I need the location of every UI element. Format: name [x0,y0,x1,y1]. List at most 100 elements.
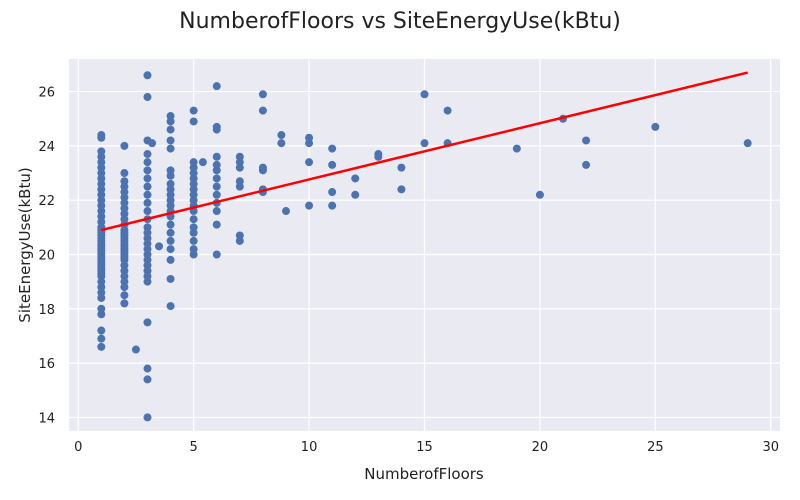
data-point [305,139,314,148]
x-tick-label: 5 [190,440,198,455]
data-point [143,190,152,199]
y-tick-label: 22 [38,194,55,209]
y-axis-label: SiteEnergyUse(kBtu) [16,167,34,322]
data-point [189,228,198,237]
data-point [189,106,198,115]
data-point [120,291,129,300]
data-point [582,160,591,169]
data-point [258,166,267,175]
data-point [143,182,152,191]
data-point [328,160,337,169]
data-point [143,198,152,207]
y-tick-label: 14 [38,411,55,426]
y-tick-label: 26 [38,86,55,101]
x-tick-labels: 0 5 10 15 20 25 30 [74,440,779,455]
data-point [305,158,314,167]
data-point [351,174,360,183]
data-point [212,125,221,134]
data-point [166,220,175,229]
data-point [189,236,198,245]
y-tick-label: 16 [38,357,55,372]
data-point [143,71,152,80]
data-point [143,158,152,167]
data-point [166,144,175,153]
trend-line [101,71,748,232]
data-point [97,334,106,343]
data-point [120,169,129,178]
data-point [212,166,221,175]
data-point [97,310,106,319]
x-tick-label: 30 [762,440,779,455]
data-point [143,93,152,102]
data-point [143,413,152,422]
data-point [148,139,157,148]
data-point [212,220,221,229]
data-point [258,90,267,99]
data-point [166,136,175,145]
data-point [328,144,337,153]
data-point [212,207,221,216]
x-tick-label: 25 [647,440,664,455]
data-point [212,152,221,161]
data-point [212,250,221,259]
data-point [235,236,244,245]
data-point [143,318,152,327]
data-point [143,174,152,183]
data-point [235,182,244,191]
chart-title: NumberofFloors vs SiteEnergyUse(kBtu) [179,9,621,34]
data-point [131,345,140,354]
data-point [143,277,152,286]
data-point [120,283,129,292]
x-tick-label: 15 [416,440,433,455]
data-point [189,215,198,224]
data-point [420,139,429,148]
data-point [198,158,207,167]
trend-line-path [101,71,748,232]
data-point [277,139,286,148]
data-point [443,106,452,115]
y-tick-labels: 14 16 18 20 22 24 26 [38,86,55,427]
data-point [143,364,152,373]
data-points [97,71,752,422]
data-point [512,144,521,153]
data-point [120,141,129,150]
data-point [97,326,106,335]
data-point [743,139,752,148]
data-point [143,375,152,384]
data-point [212,174,221,183]
data-point [166,255,175,264]
data-point [166,117,175,126]
x-tick-label: 10 [301,440,318,455]
data-point [305,201,314,210]
data-point [328,201,337,210]
data-point [535,190,544,199]
data-point [166,245,175,254]
data-point [328,188,337,197]
data-point [374,152,383,161]
x-tick-label: 0 [74,440,82,455]
x-tick-label: 20 [532,440,549,455]
y-tick-label: 18 [38,303,55,318]
data-point [166,274,175,283]
data-point [651,122,660,131]
data-point [120,299,129,308]
data-point [277,131,286,140]
data-point [420,90,429,99]
data-point [166,171,175,180]
data-point [281,207,290,216]
data-point [97,342,106,351]
data-point [397,163,406,172]
data-point [97,133,106,142]
data-point [166,236,175,245]
data-point [143,207,152,216]
data-point [166,228,175,237]
data-point [155,242,164,251]
data-point [397,185,406,194]
data-point [97,293,106,302]
data-point [582,136,591,145]
data-point [189,117,198,126]
y-tick-label: 24 [38,140,55,155]
data-point [212,190,221,199]
y-tick-label: 20 [38,249,55,264]
data-point [351,190,360,199]
